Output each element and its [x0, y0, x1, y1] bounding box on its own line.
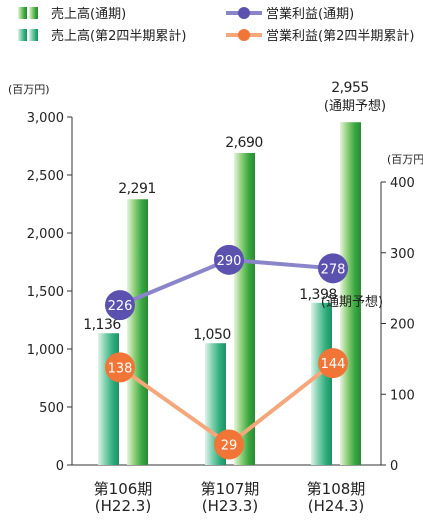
- bar-full-label-2: 2,955: [331, 80, 369, 96]
- marker-label-3-0: 138: [108, 361, 133, 376]
- legend-marker-3: [238, 29, 250, 41]
- left-tick-label-5: 2,500: [27, 169, 64, 184]
- left-tick-label-1: 500: [39, 401, 64, 416]
- marker-3-2: [318, 348, 348, 379]
- left-axis-unit: (百万円): [8, 83, 50, 96]
- marker-label-2-0: 226: [108, 299, 133, 314]
- marker-label-3-2: 144: [321, 357, 346, 372]
- category-label-line-1-1: (H23.3): [202, 497, 258, 515]
- bar-half-label-1: 1,050: [193, 327, 231, 343]
- legend-label-3: 営業利益(第2四半期累計): [266, 28, 414, 44]
- marker-label-2-1: 290: [217, 254, 242, 269]
- category-label-line-2-0: 第108期: [307, 480, 366, 498]
- legend-swatch-2-b: [29, 29, 38, 41]
- right-tick-label-2: 200: [390, 318, 415, 333]
- marker-2-1: [214, 244, 244, 275]
- right-axis-unit: (百万円): [387, 153, 423, 166]
- bar-half-2: [311, 302, 332, 465]
- left-tick-label-4: 2,000: [27, 227, 64, 242]
- right-tick-label-0: 0: [390, 459, 398, 474]
- legend-swatch-2: [18, 29, 27, 41]
- bar-full-2: [340, 122, 361, 465]
- forecast-note-line: (通期予想): [321, 294, 383, 310]
- right-tick-label-4: 400: [390, 176, 415, 191]
- legend-swatch-0: [18, 7, 27, 19]
- left-tick-label-6: 3,000: [27, 111, 64, 126]
- legend-swatch-0-b: [29, 7, 38, 19]
- bar-half-label-0: 1,136: [83, 317, 121, 333]
- category-label-line-1-0: 第107期: [201, 480, 260, 498]
- category-label-0: 第106期(H22.3): [94, 480, 153, 515]
- marker-label-3-1: 29: [221, 438, 238, 453]
- marker-2-0: [105, 290, 135, 321]
- left-tick-label-3: 1,500: [27, 285, 64, 300]
- legend-marker-1: [238, 7, 250, 19]
- legend-label-0: 売上高(通期): [51, 6, 126, 22]
- forecast-note-bar: (通期予想): [324, 98, 386, 114]
- left-tick-label-0: 0: [56, 459, 64, 474]
- bar-full-1: [234, 152, 255, 465]
- marker-2-2: [318, 253, 348, 284]
- marker-3-1: [214, 429, 244, 460]
- category-label-line-0-1: (H22.3): [95, 497, 151, 515]
- category-label-2: 第108期(H24.3): [307, 480, 366, 515]
- category-label-1: 第107期(H23.3): [201, 480, 260, 515]
- bar-full-0: [127, 199, 148, 465]
- bar-full-label-1: 2,690: [225, 135, 263, 151]
- category-label-line-0-0: 第106期: [94, 480, 153, 498]
- marker-label-2-2: 278: [321, 262, 346, 277]
- right-tick-label-1: 100: [390, 388, 415, 403]
- legend-label-1: 営業利益(通期): [266, 6, 354, 22]
- category-label-line-2-1: (H24.3): [308, 497, 364, 515]
- bar-half-label-2: 1,398: [299, 287, 337, 303]
- marker-3-0: [105, 352, 135, 383]
- left-tick-label-2: 1,000: [27, 343, 64, 358]
- legend-label-2: 売上高(第2四半期累計): [51, 28, 186, 44]
- right-tick-label-3: 300: [390, 247, 415, 262]
- bar-full-label-0: 2,291: [118, 181, 156, 197]
